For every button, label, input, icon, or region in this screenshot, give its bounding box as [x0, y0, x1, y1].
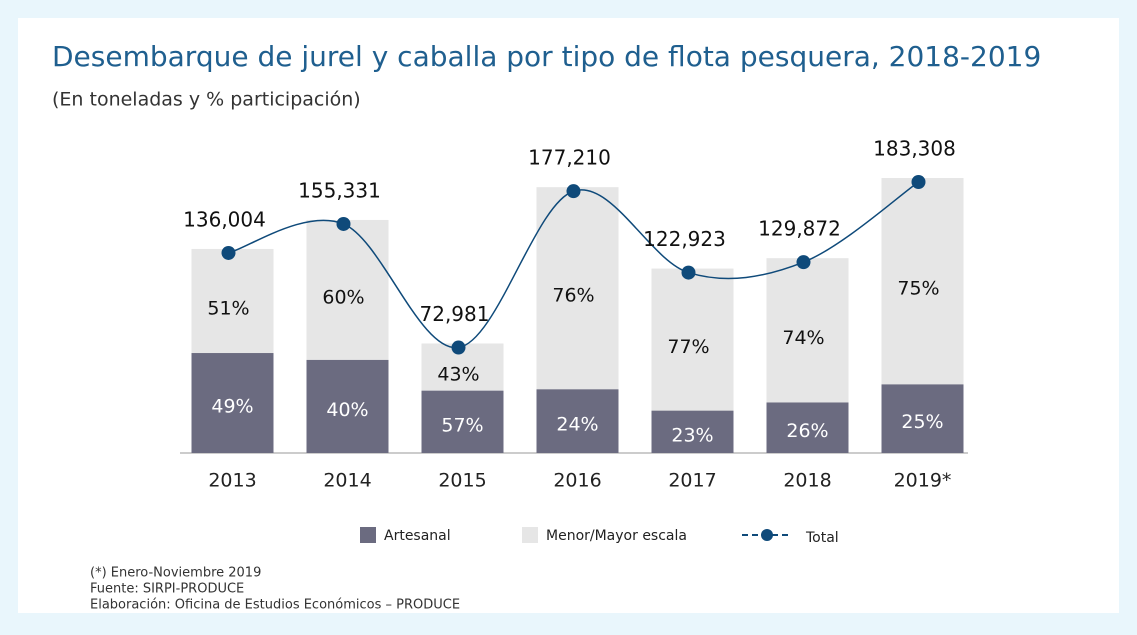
total-point — [681, 265, 696, 280]
bar-segment — [306, 359, 389, 453]
bar-segment — [191, 353, 274, 453]
legend-label: Menor/Mayor escala — [546, 528, 687, 544]
x-tick-label: 2018 — [783, 470, 831, 492]
bar-segment — [536, 187, 619, 390]
data-label: 72,981 — [420, 302, 490, 326]
bar-segment — [421, 390, 504, 453]
legend-label: Total — [805, 530, 839, 546]
bar-segment — [881, 178, 964, 385]
data-label: 49% — [211, 396, 253, 418]
bar-segment — [881, 384, 964, 453]
x-tick-label: 2017 — [668, 470, 716, 492]
legend-label: Artesanal — [384, 528, 451, 544]
bar-segment — [651, 410, 734, 453]
data-label: 60% — [322, 286, 364, 308]
data-label: 57% — [441, 414, 483, 436]
data-label: 25% — [901, 411, 943, 433]
footnote: (*) Enero-Noviembre 2019 — [90, 566, 261, 581]
legend-swatch — [522, 527, 538, 543]
data-label: 75% — [897, 278, 939, 300]
total-point — [336, 216, 351, 231]
data-label: 136,004 — [183, 207, 266, 231]
footnote: Fuente: SIRPI-PRODUCE — [90, 582, 244, 597]
data-label: 51% — [207, 297, 249, 319]
data-label: 122,923 — [643, 227, 726, 251]
data-label: 177,210 — [528, 146, 611, 170]
data-label: 74% — [782, 327, 824, 349]
total-point — [911, 175, 926, 189]
data-label: 26% — [786, 420, 828, 442]
x-tick-label: 2014 — [323, 470, 371, 492]
data-label: 40% — [326, 399, 368, 421]
chart-subtitle: (En toneladas y % participación) — [52, 89, 361, 111]
bar-segment — [651, 268, 734, 411]
total-point — [221, 245, 236, 260]
footnote: Elaboración: Oficina de Estudios Económi… — [90, 598, 460, 613]
bar-segment — [306, 219, 389, 360]
bar-segment — [766, 402, 849, 453]
chart-title: Desembarque de jurel y caballa por tipo … — [52, 40, 1041, 73]
bar-segment — [191, 248, 274, 354]
data-label: 129,872 — [758, 217, 841, 241]
bar-segment — [536, 389, 619, 453]
data-label: 155,331 — [298, 178, 381, 202]
x-tick-label: 2019* — [894, 470, 952, 492]
data-label: 43% — [437, 364, 479, 386]
bar-segment — [766, 258, 849, 403]
legend-marker — [761, 529, 773, 541]
data-label: 77% — [667, 336, 709, 358]
total-point — [566, 184, 581, 199]
data-label: 24% — [556, 414, 598, 436]
x-tick-label: 2013 — [208, 470, 256, 492]
legend-swatch — [360, 527, 376, 543]
data-label: 23% — [671, 424, 713, 446]
data-label: 183,308 — [873, 137, 956, 161]
total-point — [796, 255, 811, 270]
x-tick-label: 2015 — [438, 470, 486, 492]
x-tick-label: 2016 — [553, 470, 601, 492]
total-point — [451, 340, 466, 355]
data-label: 76% — [552, 285, 594, 307]
